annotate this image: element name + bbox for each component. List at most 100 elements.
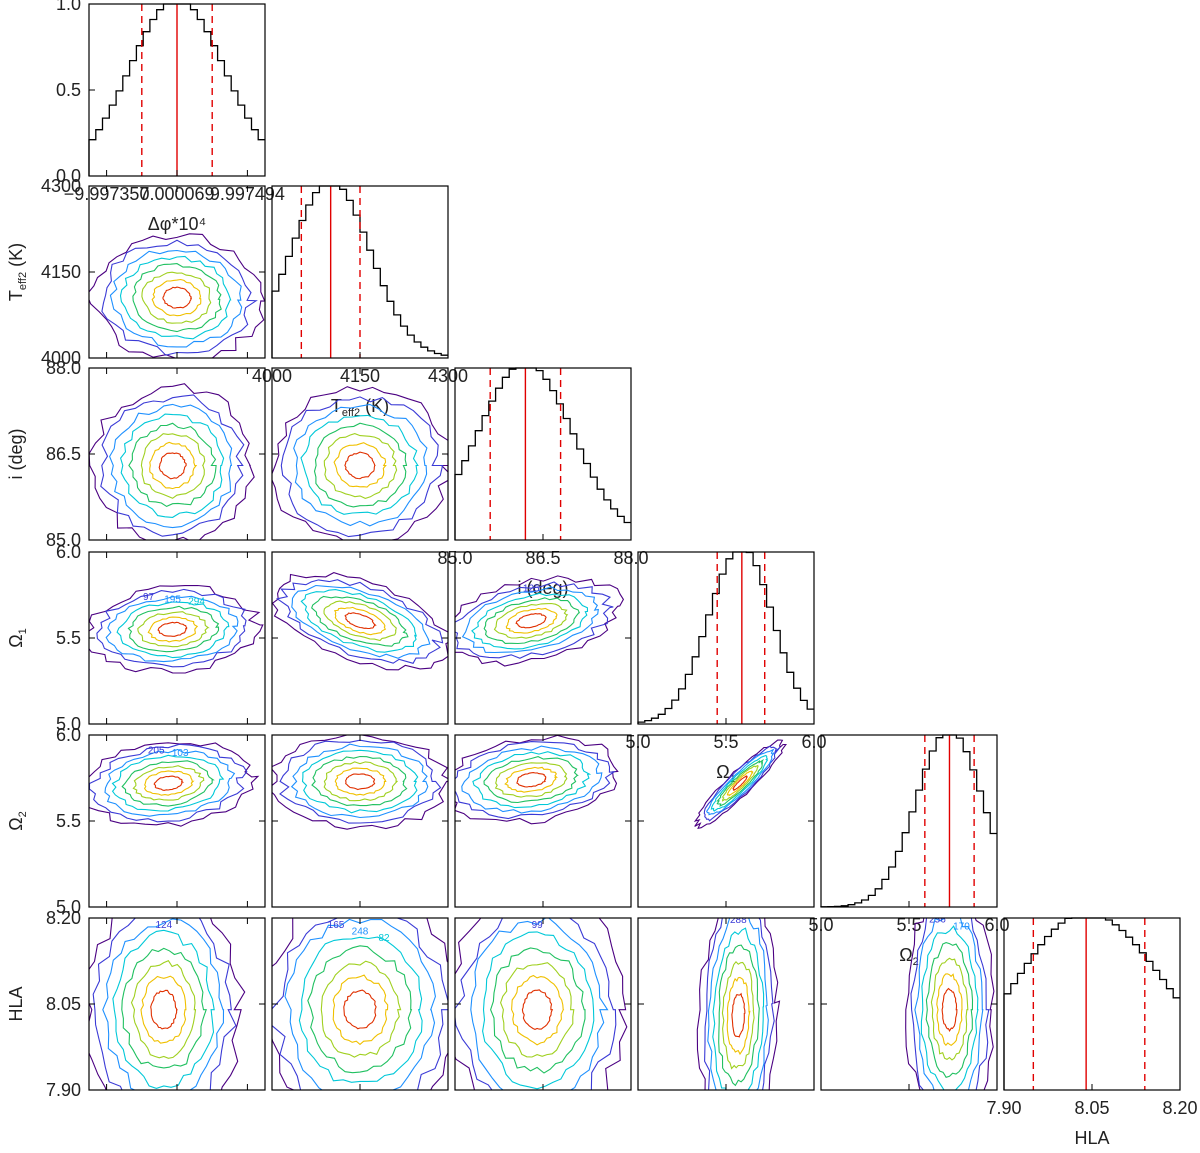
contour-level: [280, 396, 444, 538]
contour-level: [293, 403, 428, 527]
contour-level: [344, 612, 377, 630]
contour-level: [140, 975, 187, 1044]
contour-level: [493, 602, 569, 639]
contour-level: [307, 945, 413, 1074]
y-axis-label-inc: i (deg): [6, 428, 26, 479]
contour-level: [726, 770, 754, 797]
contour-level: [941, 987, 958, 1033]
contour-label: 294: [188, 597, 205, 608]
contour-label: 82: [378, 933, 390, 944]
contour-label: 99: [532, 920, 544, 931]
contour-level: [333, 442, 387, 488]
contour-level: [516, 772, 547, 788]
contour-level: [712, 927, 765, 1090]
contour-panel-omega1-inc: 125: [454, 551, 632, 725]
contour-level: [116, 601, 230, 659]
contour-level: [905, 918, 995, 1090]
frame: [637, 734, 815, 908]
histogram-omega1: [637, 551, 814, 724]
contour-panel-omega2-inc: [454, 734, 632, 908]
contour-level: [313, 422, 408, 508]
contour-level: [89, 383, 255, 540]
y-tick-label-omega1: 5.0: [56, 714, 81, 734]
contour-level: [910, 918, 990, 1090]
contour-level: [343, 989, 377, 1030]
contour-panel-teff2-dphi: 4000 4150 4300: [41, 176, 266, 368]
frame: [271, 734, 449, 908]
y-tick-label-inc: 88.0: [46, 358, 81, 378]
contour-level: [112, 929, 215, 1089]
contour-level: [505, 607, 558, 634]
contour-level: [311, 595, 409, 647]
frame: [454, 917, 632, 1091]
contour-level: [300, 589, 418, 653]
contour-level: [731, 992, 746, 1038]
contour-level: [706, 748, 775, 816]
contour-level: [130, 960, 197, 1059]
contour-level: [461, 586, 599, 654]
contour-level: [732, 775, 748, 791]
x-tick-label-dphi: 0.000069: [139, 184, 214, 204]
contour-level: [490, 947, 586, 1074]
y-tick-label-hist: 0.5: [56, 80, 81, 100]
contour-label: 248: [352, 926, 369, 937]
contour-label: 103: [172, 748, 189, 759]
contour-level: [137, 611, 210, 648]
x-tick-label-dphi: −9.997357: [64, 184, 150, 204]
contour-label: 97: [143, 592, 155, 603]
x-axis-label-omega2: Ω2: [899, 945, 919, 968]
contour-panel-omega2-teff2: [271, 734, 449, 908]
y-axis-label-omega1: Ω1: [6, 628, 29, 648]
contour-level: [470, 918, 609, 1090]
x-tick-label-teff2: 4150: [340, 366, 380, 386]
y-tick-label-omega2: 6.0: [56, 725, 81, 745]
contour-level: [147, 616, 199, 643]
contour-level: [121, 947, 207, 1069]
contour-level: [272, 918, 448, 1090]
hist-panel-inc: 85.0 86.5 88.0: [437, 367, 649, 568]
contour-level: [157, 621, 188, 637]
contour-level: [483, 597, 581, 645]
y-tick-label-hist: 0.0: [56, 166, 81, 186]
y-axis-label-teff2: Teff2 (K): [6, 243, 29, 301]
contour-panel-omega1-teff2: [271, 551, 449, 725]
histogram-omega2: [820, 734, 997, 908]
contour-level: [119, 413, 225, 518]
hist-panel-omega2: 5.0 5.5 6.0: [808, 734, 1010, 935]
frame: [637, 917, 815, 1091]
y-tick-label-omega2: 5.5: [56, 811, 81, 831]
contour-level: [693, 739, 787, 830]
contour-level: [515, 613, 547, 629]
contour-panel-omega2-omega1: [637, 734, 815, 908]
contour-level: [89, 233, 265, 358]
contour-level: [455, 581, 614, 659]
y-axis-label-hla: HLA: [6, 986, 26, 1021]
contour-level: [920, 925, 979, 1090]
contour-level: [323, 761, 399, 802]
y-tick-label-hla: 7.90: [46, 1080, 81, 1100]
contour-level: [162, 286, 193, 309]
contour-level: [344, 451, 376, 480]
hist-panel-hla: 7.90 8.05 8.20: [986, 917, 1198, 1118]
contour-level: [461, 745, 603, 814]
contour-label: 288: [730, 915, 747, 926]
contour-level: [132, 765, 205, 801]
contour-level: [504, 766, 558, 793]
x-tick-label-omega1: 5.5: [713, 732, 738, 752]
contour-level: [311, 755, 408, 807]
y-axis-label-omega2: Ω2: [6, 811, 29, 831]
contour-level: [291, 584, 431, 659]
contour-panel-hla-omega2: 256 170: [820, 917, 998, 1091]
contour-label: 125: [523, 583, 540, 594]
contour-level: [718, 944, 760, 1087]
frame-hla: [1003, 917, 1181, 1091]
x-axis-label-hla: HLA: [1074, 1128, 1109, 1148]
contour-level: [279, 739, 442, 824]
contour-level: [521, 989, 554, 1031]
contour-level: [332, 974, 389, 1046]
contour-label: 195: [164, 594, 181, 605]
contour-panel-inc-dphi: 85.0 86.5 88.0: [46, 358, 266, 550]
histogram-inc: [454, 367, 631, 540]
y-tick-label-inc: 86.5: [46, 444, 81, 464]
contour-panel-omega2-dphi: 205 103 5.0 5.5 6.0: [56, 725, 266, 917]
